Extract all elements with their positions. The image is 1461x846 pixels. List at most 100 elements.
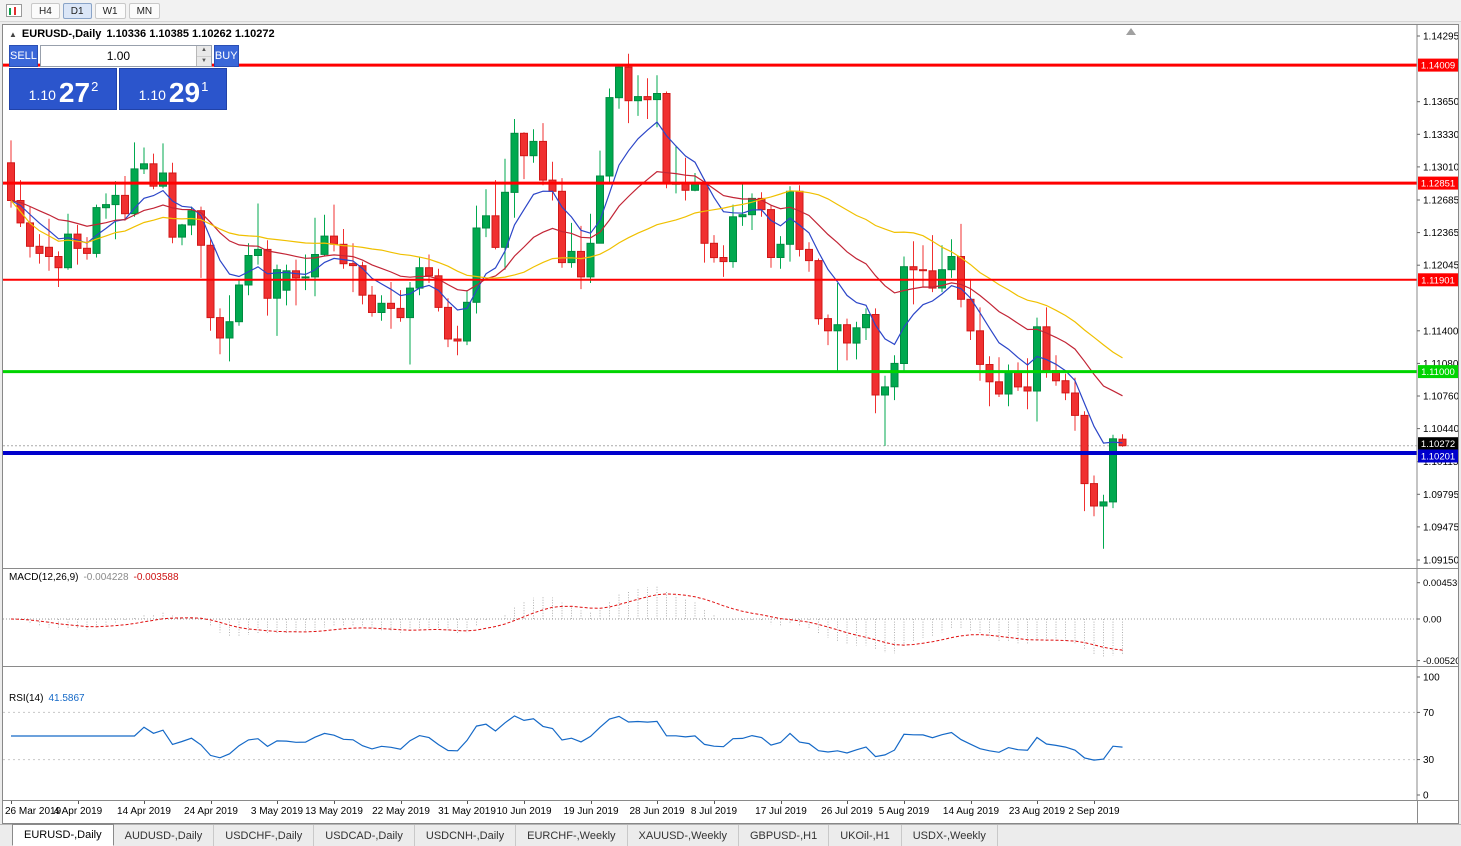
date-tick [78,801,79,804]
candle [472,227,481,303]
date-axis-label: 17 Jul 2019 [755,806,807,817]
candle [387,302,395,309]
candle [795,190,804,250]
buy-price-main: 1.10 [138,87,166,103]
candle [985,364,994,383]
timeframe-button-mn[interactable]: MN [128,2,161,19]
candle [1090,483,1098,507]
price-scale-label: 1.13330 [1423,130,1458,141]
sell-price-main: 1.10 [28,87,56,103]
timeframe-toolbar: H4 D1 W1 MN [0,0,1461,22]
rsi-indicator-pane[interactable]: 100 70 30 0 [3,667,1458,800]
candle [501,191,509,248]
sell-button[interactable]: SELL [9,45,38,67]
current-price-label-box [1418,437,1458,451]
candle [254,248,262,256]
candle [909,266,918,271]
date-tick [401,801,402,804]
date-axis-label: 22 May 2019 [372,806,430,817]
candle [776,243,785,259]
pane-separator[interactable] [3,666,1458,667]
macd-signal-line [10,593,1123,651]
chart-shift-marker[interactable] [1126,28,1136,35]
candle [824,318,832,332]
buy-price-panel[interactable]: 1.10 29 1 [119,68,227,110]
sell-price-panel[interactable]: 1.10 27 2 [9,68,117,110]
tab-audusd-daily[interactable]: AUDUSD-,Daily [114,825,215,846]
hline-label-1.10201-box [1418,449,1458,463]
slow-ma-line [10,190,1123,359]
candle [634,96,642,102]
date-tick [781,801,782,804]
candle [425,267,433,277]
volume-down-arrow[interactable]: ▼ [196,56,211,66]
price-scale-label: 1.10115 [1423,457,1458,468]
candle [206,244,215,319]
tab-usdcnh-daily[interactable]: USDCNH-,Daily [415,825,517,846]
candle [330,235,338,245]
price-scale-label: 1.09475 [1423,522,1458,533]
macd-scale-label: -0.005205 [1423,656,1458,666]
candle [719,257,728,263]
price-chart[interactable]: 1.14295 1.13650 1.13330 1.13010 1.12685 1.123… [3,25,1458,568]
hline-label-1.10201: 1.10201 [1421,452,1455,463]
tab-xauusd-weekly[interactable]: XAUUSD-,Weekly [628,825,739,846]
tab-eurchf-weekly[interactable]: EURCHF-,Weekly [516,825,628,846]
date-tick [847,801,848,804]
volume-spinner: ▲ ▼ [195,46,211,66]
candle [235,284,243,323]
date-tick [277,801,278,804]
timeframe-button-w1[interactable]: W1 [94,2,126,19]
candle [273,269,281,299]
candle [947,256,956,271]
candle [121,194,129,215]
macd-label: MACD(12,26,9) -0.004228 -0.003588 [9,572,179,583]
tab-usdcad-daily[interactable]: USDCAD-,Daily [314,825,415,846]
price-scale-label: 1.14295 [1423,32,1458,43]
volume-box: ▲ ▼ [39,45,212,67]
candle [1014,371,1022,388]
candle [900,266,908,364]
candle [64,233,72,269]
candle [729,216,737,263]
date-tick [657,801,658,804]
pane-separator[interactable] [3,568,1458,569]
price-scale-label: 1.10760 [1423,392,1458,403]
candle [1023,386,1032,392]
price-scale-label: 1.10440 [1423,424,1458,435]
buy-button[interactable]: BUY [213,45,239,67]
candle [577,250,585,278]
timeframe-button-d1[interactable]: D1 [62,2,92,19]
date-tick [904,801,905,804]
pane-separator[interactable] [3,800,1458,801]
tab-ukoil-h1[interactable]: UKOil-,H1 [829,825,902,846]
date-axis-label: 10 Jun 2019 [496,806,552,817]
price-scale-label: 1.09795 [1423,490,1458,501]
timeframe-button-h4[interactable]: H4 [31,2,60,19]
date-tick [971,801,972,804]
macd-indicator-pane[interactable]: 0.004536 0.00 -0.005205 [3,569,1458,666]
rsi-scale-label: 100 [1423,673,1440,684]
date-axis-label: 13 May 2019 [305,806,363,817]
sell-price-pips: 27 [58,77,91,108]
candle [178,224,186,238]
candle [805,248,813,262]
tab-usdx-weekly[interactable]: USDX-,Weekly [902,825,998,846]
date-tick [524,801,525,804]
hline-label-1.11000-box [1418,365,1458,379]
candle [843,324,851,344]
hline-label-1.12851-box [1418,176,1458,190]
candle [92,207,101,254]
candle [482,215,490,229]
hline-label-1.11000: 1.11000 [1421,367,1455,378]
hline-label-1.11901: 1.11901 [1421,275,1455,286]
tab-gbpusd-h1[interactable]: GBPUSD-,H1 [739,825,830,846]
volume-up-arrow[interactable]: ▲ [196,46,211,57]
one-click-collapse-arrow[interactable]: ▲ [9,29,17,39]
tab-usdchf-daily[interactable]: USDCHF-,Daily [214,825,315,846]
rsi-layer [3,711,1417,761]
volume-input[interactable] [40,46,196,66]
tab-eurusd-daily[interactable]: EURUSD-,Daily [12,824,114,846]
candle [463,301,471,342]
price-scale-label: 1.12045 [1423,261,1458,272]
